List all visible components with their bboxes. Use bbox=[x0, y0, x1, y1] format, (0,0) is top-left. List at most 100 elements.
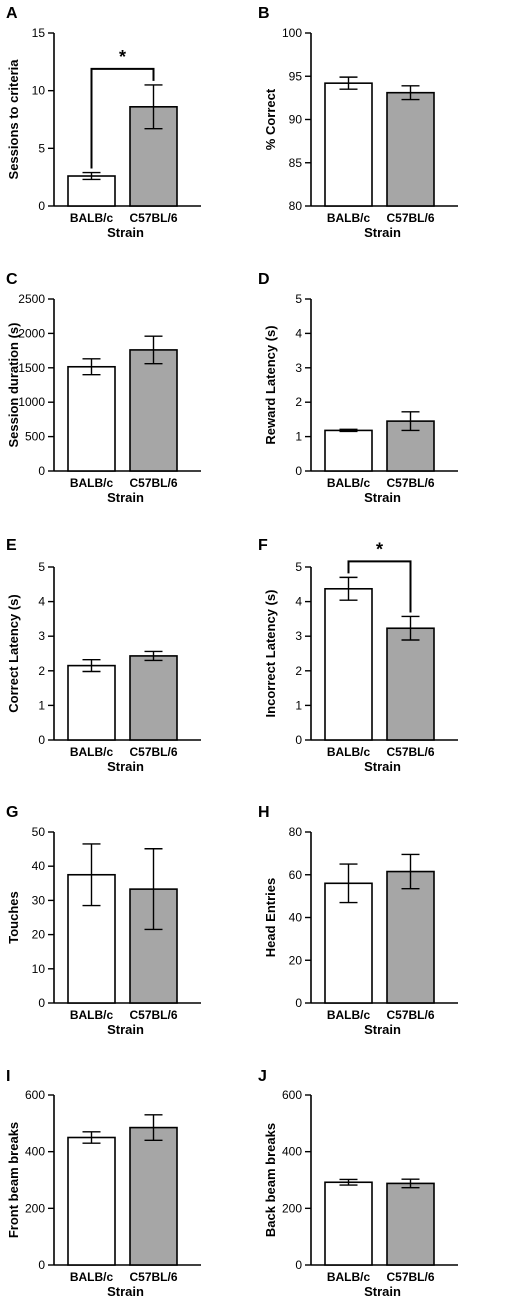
panel-g-letter: G bbox=[6, 804, 18, 821]
panel-j-category-label: C57BL/6 bbox=[386, 1270, 434, 1284]
panel-b-category-label: C57BL/6 bbox=[386, 211, 434, 225]
panel-b-y-tick-label: 90 bbox=[289, 113, 303, 127]
panel-e-y-tick-label: 4 bbox=[38, 595, 45, 609]
panel-d-y-tick-label: 4 bbox=[295, 326, 302, 340]
panel-g-category-label: BALB/c bbox=[70, 1008, 114, 1022]
panel-i-x-axis-title: Strain bbox=[107, 1284, 144, 1299]
panel-f-y-axis-title: Incorrect Latency (s) bbox=[263, 590, 278, 718]
panel-h-y-axis-title: Head Entries bbox=[263, 878, 278, 957]
panel-d-bar-balbc bbox=[324, 429, 373, 472]
panel-a-y-tick-label: 15 bbox=[32, 26, 46, 40]
panel-f-bar-balbc bbox=[324, 587, 373, 741]
panel-c-y-tick-label: 2500 bbox=[18, 292, 45, 306]
panel-d-category-label: BALB/c bbox=[327, 476, 371, 490]
panel-g-category-label: C57BL/6 bbox=[129, 1008, 177, 1022]
panel-e-y-axis-title: Correct Latency (s) bbox=[6, 594, 21, 712]
panel-g-y-axis-title: Touches bbox=[6, 891, 21, 944]
panel-i-bar-c57bl6 bbox=[129, 1126, 178, 1266]
panel-g-y-tick-label: 50 bbox=[32, 825, 46, 839]
panel-i-category-label: BALB/c bbox=[70, 1270, 114, 1284]
panel-a-letter: A bbox=[6, 5, 18, 22]
panel-j-category-label: BALB/c bbox=[327, 1270, 371, 1284]
panel-f-x-axis-title: Strain bbox=[364, 759, 401, 774]
panel-h-letter: H bbox=[258, 804, 270, 821]
panel-b-category-label: BALB/c bbox=[327, 211, 371, 225]
panel-b-y-tick-label: 100 bbox=[282, 26, 302, 40]
panel-i-category-label: C57BL/6 bbox=[129, 1270, 177, 1284]
panel-h-x-axis-title: Strain bbox=[364, 1022, 401, 1037]
panel-a-y-tick-label: 5 bbox=[38, 141, 45, 155]
panel-b-letter: B bbox=[258, 5, 270, 22]
panel-f-y-tick-label: 1 bbox=[295, 698, 302, 712]
panel-i-y-tick-label: 0 bbox=[38, 1258, 45, 1272]
panel-f-y-tick-label: 4 bbox=[295, 595, 302, 609]
panel-i-y-tick-label: 600 bbox=[25, 1088, 45, 1102]
panel-i-letter: I bbox=[6, 1068, 10, 1085]
panel-d-x-axis-title: Strain bbox=[364, 490, 401, 505]
panel-h-y-tick-label: 0 bbox=[295, 996, 302, 1010]
panel-h-category-label: BALB/c bbox=[327, 1008, 371, 1022]
panel-e-x-axis-title: Strain bbox=[107, 759, 144, 774]
panel-b-x-axis-title: Strain bbox=[364, 225, 401, 240]
panel-e-category-label: C57BL/6 bbox=[129, 745, 177, 759]
panel-g-y-tick-label: 40 bbox=[32, 859, 46, 873]
panel-f-category-label: C57BL/6 bbox=[386, 745, 434, 759]
panel-a-significance-mark: * bbox=[119, 47, 126, 67]
panel-c-letter: C bbox=[6, 271, 18, 288]
panel-e-y-tick-label: 5 bbox=[38, 560, 45, 574]
panel-f-letter: F bbox=[258, 537, 268, 554]
panel-d-y-tick-label: 5 bbox=[295, 292, 302, 306]
panel-f-category-label: BALB/c bbox=[327, 745, 371, 759]
panel-f-y-tick-label: 2 bbox=[295, 664, 302, 678]
panel-j-x-axis-title: Strain bbox=[364, 1284, 401, 1299]
panel-f-y-tick-label: 5 bbox=[295, 560, 302, 574]
panel-i-bar-balbc bbox=[67, 1136, 116, 1266]
panel-b-y-tick-label: 85 bbox=[289, 156, 303, 170]
panel-c-y-tick-label: 2000 bbox=[18, 326, 45, 340]
panel-f-significance-bracket bbox=[347, 560, 412, 613]
panel-d-letter: D bbox=[258, 271, 270, 288]
panel-h-bar-c57bl6 bbox=[386, 870, 435, 1004]
panel-c-category-label: C57BL/6 bbox=[129, 476, 177, 490]
panel-c-y-tick-label: 1000 bbox=[18, 395, 45, 409]
panel-f-significance-mark: * bbox=[376, 539, 383, 559]
panel-h-y-tick-label: 20 bbox=[289, 953, 303, 967]
panel-b-bar-balbc bbox=[324, 82, 373, 207]
panel-i-y-axis-title: Front beam breaks bbox=[6, 1122, 21, 1238]
panel-j-y-tick-label: 0 bbox=[295, 1258, 302, 1272]
panel-e-y-tick-label: 0 bbox=[38, 733, 45, 747]
panel-f-y-tick-label: 0 bbox=[295, 733, 302, 747]
panel-a-y-tick-label: 0 bbox=[38, 199, 45, 213]
panel-f-y-tick-label: 3 bbox=[295, 629, 302, 643]
panel-h-y-tick-label: 60 bbox=[289, 868, 303, 882]
panel-j-bar-balbc bbox=[324, 1181, 373, 1266]
panel-b-bar-c57bl6 bbox=[386, 91, 435, 207]
panel-g-x-axis-title: Strain bbox=[107, 1022, 144, 1037]
panel-c-y-tick-label: 1500 bbox=[18, 361, 45, 375]
panel-a-category-label: C57BL/6 bbox=[129, 211, 177, 225]
panel-c-y-tick-label: 0 bbox=[38, 464, 45, 478]
panel-b-y-axis-title: % Correct bbox=[263, 88, 278, 150]
panel-a-significance-bracket bbox=[90, 67, 155, 169]
panel-g-y-tick-label: 20 bbox=[32, 928, 46, 942]
panel-h-bar-balbc bbox=[324, 882, 373, 1004]
panel-b-y-tick-label: 80 bbox=[289, 199, 303, 213]
panel-c-bar-balbc bbox=[67, 365, 116, 472]
panel-j-y-tick-label: 400 bbox=[282, 1145, 302, 1159]
panel-a-y-tick-label: 10 bbox=[32, 84, 46, 98]
panel-h-category-label: C57BL/6 bbox=[386, 1008, 434, 1022]
panel-c-bar-c57bl6 bbox=[129, 349, 178, 472]
panel-g-y-tick-label: 30 bbox=[32, 893, 46, 907]
panel-d-y-tick-label: 3 bbox=[295, 361, 302, 375]
panel-j-y-axis-title: Back beam breaks bbox=[263, 1123, 278, 1237]
panel-c-y-tick-label: 500 bbox=[25, 430, 45, 444]
panel-b-y-tick-label: 95 bbox=[289, 69, 303, 83]
panel-d-y-tick-label: 0 bbox=[295, 464, 302, 478]
panel-j-y-tick-label: 600 bbox=[282, 1088, 302, 1102]
panel-d-y-tick-label: 2 bbox=[295, 395, 302, 409]
panel-j-bar-c57bl6 bbox=[386, 1182, 435, 1266]
panel-e-y-tick-label: 2 bbox=[38, 664, 45, 678]
panel-j-letter: J bbox=[258, 1068, 267, 1085]
panel-j-y-tick-label: 200 bbox=[282, 1201, 302, 1215]
panel-f-bar-c57bl6 bbox=[386, 627, 435, 741]
